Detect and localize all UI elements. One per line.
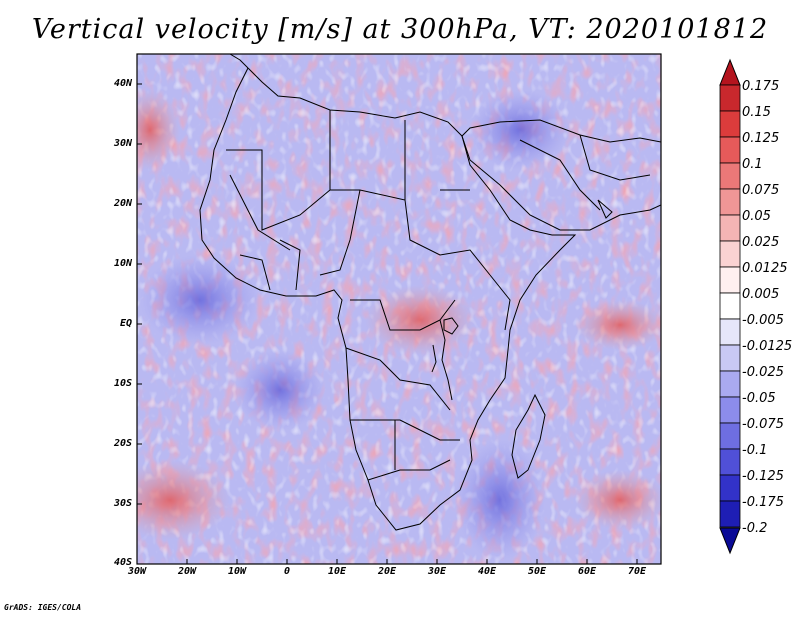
lon-label-70e: 70E [627,566,647,577]
colorbar-label: 0.075 [742,183,780,198]
colorbar-label: -0.2 [742,521,768,536]
lon-label-20w: 20W [177,566,197,577]
velocity-field [137,54,661,564]
lon-label-50e: 50E [527,566,547,577]
lat-label-eq: EQ [119,318,132,329]
colorbar-box [719,240,741,268]
lat-label-30n: 30N [113,138,132,149]
colorbar-label: -0.1 [742,443,768,458]
grads-credit: GrADS: IGES/COLA [4,603,82,612]
lon-label-30w: 30W [127,566,147,577]
colorbar-box [719,136,741,164]
colorbar-box [719,214,741,242]
colorbar-label: 0.175 [742,79,780,94]
colorbar-box [719,500,741,528]
colorbar-label: 0.025 [742,235,780,250]
colorbar-box [719,370,741,398]
colorbar-box [719,162,741,190]
colorbar-boxes [719,84,741,528]
lat-label-40s: 40S [113,557,132,568]
lon-label-40e: 40E [477,566,497,577]
colorbar-top-arrow [719,58,741,86]
lat-label-40n: 40N [113,78,132,89]
colorbar-box [719,188,741,216]
lat-label-20n: 20N [113,198,132,209]
colorbar-box [719,396,741,424]
colorbar-box [719,344,741,372]
lon-label-10e: 10E [327,566,347,577]
colorbar-label: -0.05 [742,391,776,406]
colorbar-label: -0.175 [742,495,784,510]
lat-label-10n: 10N [113,258,132,269]
lat-label-10s: 10S [113,378,132,389]
lon-label-0: 0 [283,566,291,577]
lat-label-30s: 30S [113,498,132,509]
map-title: Vertical velocity [m/s] at 300hPa, VT: 2… [31,14,769,45]
colorbar-label: -0.0125 [742,339,793,354]
lon-label-60e: 60E [577,566,597,577]
lon-label-10w: 10W [227,566,247,577]
tick-marks [137,83,638,564]
colorbar-box [719,266,741,294]
colorbar-label: 0.125 [742,131,780,146]
lon-label-20e: 20E [377,566,397,577]
coastlines [199,54,661,531]
colorbar-box [719,292,741,320]
colorbar-box [719,84,741,112]
colorbar-label: 0.15 [742,105,771,120]
colorbar-label: -0.005 [742,313,784,328]
colorbar-box [719,474,741,502]
colorbar-label: -0.125 [742,469,784,484]
colorbar-box [719,110,741,138]
colorbar-label: 0.0125 [742,261,788,276]
colorbar-box [719,448,741,476]
lat-label-20s: 20S [113,438,132,449]
colorbar-label: -0.075 [742,417,784,432]
colorbar-label: 0.05 [742,209,771,224]
plot-frame [136,53,662,565]
colorbar-box [719,318,741,346]
colorbar [719,58,741,555]
colorbar-box [719,422,741,450]
colorbar-label: -0.025 [742,365,784,380]
colorbar-bottom-arrow [719,527,741,555]
colorbar-label: 0.005 [742,287,780,302]
lon-label-30e: 30E [427,566,447,577]
colorbar-label: 0.1 [742,157,763,172]
